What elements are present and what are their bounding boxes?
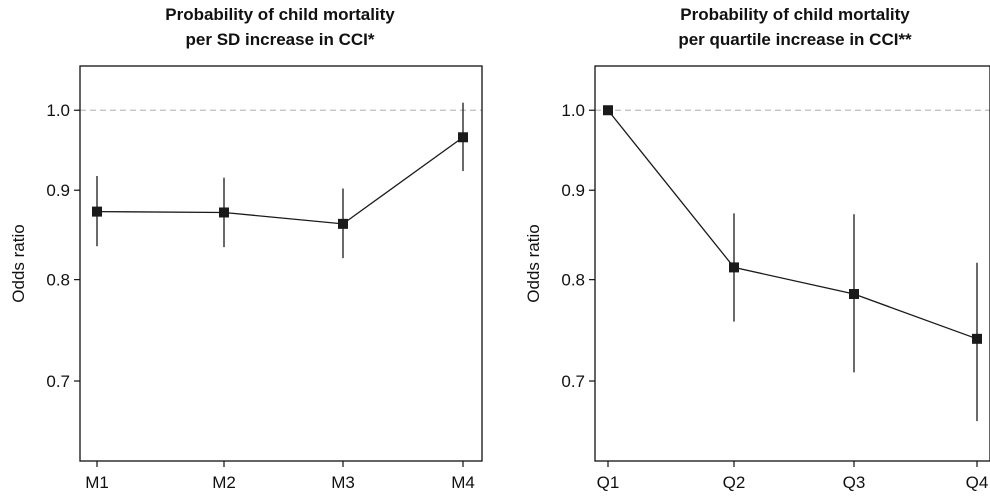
y-tick-label: 0.7 xyxy=(46,372,70,391)
x-tick-label: Q2 xyxy=(723,473,746,492)
y-tick-label: 0.8 xyxy=(561,271,585,290)
plot-frame xyxy=(80,66,482,461)
series-line xyxy=(97,137,463,224)
x-tick-label: M3 xyxy=(331,473,355,492)
x-tick-label: Q4 xyxy=(966,473,989,492)
data-point xyxy=(219,207,229,217)
y-axis-label: Odds ratio xyxy=(9,224,28,302)
y-axis-label: Odds ratio xyxy=(524,224,543,302)
x-tick-label: M1 xyxy=(85,473,109,492)
y-tick-label: 0.7 xyxy=(561,372,585,391)
data-point xyxy=(972,334,982,344)
plot-frame xyxy=(595,66,990,461)
data-point xyxy=(603,105,613,115)
chart-title-line: per SD increase in CCI* xyxy=(186,30,375,49)
panel-sd-increase: Probability of child mortality per SD inc… xyxy=(9,5,482,492)
data-point xyxy=(338,219,348,229)
chart-title-line: per quartile increase in CCI** xyxy=(678,30,912,49)
data-point xyxy=(92,207,102,217)
y-tick-label: 1.0 xyxy=(561,101,585,120)
y-tick-label: 0.9 xyxy=(561,181,585,200)
x-tick-label: Q1 xyxy=(597,473,620,492)
series-line xyxy=(608,110,977,339)
data-point xyxy=(849,289,859,299)
y-tick-label: 0.9 xyxy=(46,181,70,200)
y-tick-label: 0.8 xyxy=(46,271,70,290)
y-tick-label: 1.0 xyxy=(46,101,70,120)
data-point xyxy=(729,262,739,272)
chart-title-line: Probability of child mortality xyxy=(680,5,910,24)
panel-quartile-increase: Probability of child mortality per quarti… xyxy=(524,5,990,492)
x-tick-label: M4 xyxy=(451,473,475,492)
x-tick-label: M2 xyxy=(212,473,236,492)
chart-title-line: Probability of child mortality xyxy=(165,5,395,24)
data-point xyxy=(458,132,468,142)
x-tick-label: Q3 xyxy=(843,473,866,492)
